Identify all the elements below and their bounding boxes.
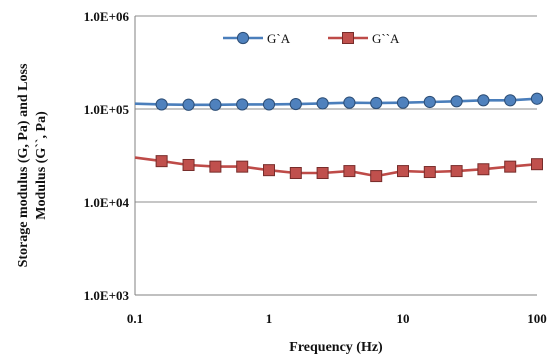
x-tick-label: 100 — [527, 311, 547, 326]
data-point — [343, 165, 356, 178]
data-point — [370, 170, 383, 183]
data-point — [397, 165, 409, 178]
y-tick-label: 1.0E+04 — [84, 195, 130, 210]
x-tick-label: 10 — [397, 311, 410, 326]
data-point — [209, 160, 222, 173]
data-point — [316, 167, 329, 180]
data-point — [477, 163, 490, 176]
y-tick-label: 1.0E+06 — [84, 9, 130, 24]
x-tick-label: 1 — [266, 311, 273, 326]
legend-marker — [342, 32, 354, 44]
y-tick-label: 1.0E+03 — [84, 288, 130, 303]
data-point — [423, 95, 436, 109]
data-point — [450, 95, 463, 108]
y-axis-title-line-2: Modulus (G``, Pa) — [34, 111, 49, 220]
gridlines — [135, 15, 537, 203]
data-point — [289, 97, 302, 111]
data-point — [396, 96, 410, 109]
data-point — [262, 98, 276, 111]
series-2 — [134, 155, 543, 183]
data-point — [182, 158, 195, 171]
data-point — [531, 158, 543, 171]
data-point — [289, 167, 302, 180]
series-line — [134, 156, 538, 178]
legend-marker — [236, 31, 250, 45]
data-point — [236, 160, 249, 173]
x-axis-title: Frequency (Hz) — [289, 340, 383, 355]
series-line — [134, 97, 538, 107]
x-tick-label: 0.1 — [127, 311, 143, 326]
y-axis-title-line-1: Storage modulus (G, Pa) and Loss — [16, 63, 31, 267]
legend-item-1: G`A — [223, 31, 291, 46]
data-point — [504, 160, 517, 173]
data-point — [209, 98, 222, 111]
data-point — [343, 96, 356, 109]
data-point — [450, 165, 463, 178]
data-point — [530, 92, 544, 105]
x-tick-labels: 0.1 1 10 100 — [127, 311, 547, 326]
legend-label: G`A — [267, 31, 291, 46]
data-point — [423, 166, 436, 179]
data-point — [504, 94, 517, 107]
data-point — [316, 97, 329, 110]
legend: G`A G``A — [223, 31, 400, 46]
series-layer — [134, 92, 544, 183]
y-tick-label: 1.0E+05 — [84, 102, 130, 117]
data-point — [370, 96, 383, 110]
data-point — [155, 155, 168, 168]
data-point — [477, 94, 490, 107]
data-point — [263, 164, 275, 177]
legend-label: G``A — [372, 31, 400, 46]
legend-item-2: G``A — [328, 31, 400, 46]
series-1 — [134, 92, 544, 111]
data-point — [155, 98, 168, 111]
data-point — [182, 98, 195, 111]
y-tick-labels: 1.0E+03 1.0E+04 1.0E+05 1.0E+06 — [84, 9, 130, 303]
data-point — [236, 98, 249, 111]
